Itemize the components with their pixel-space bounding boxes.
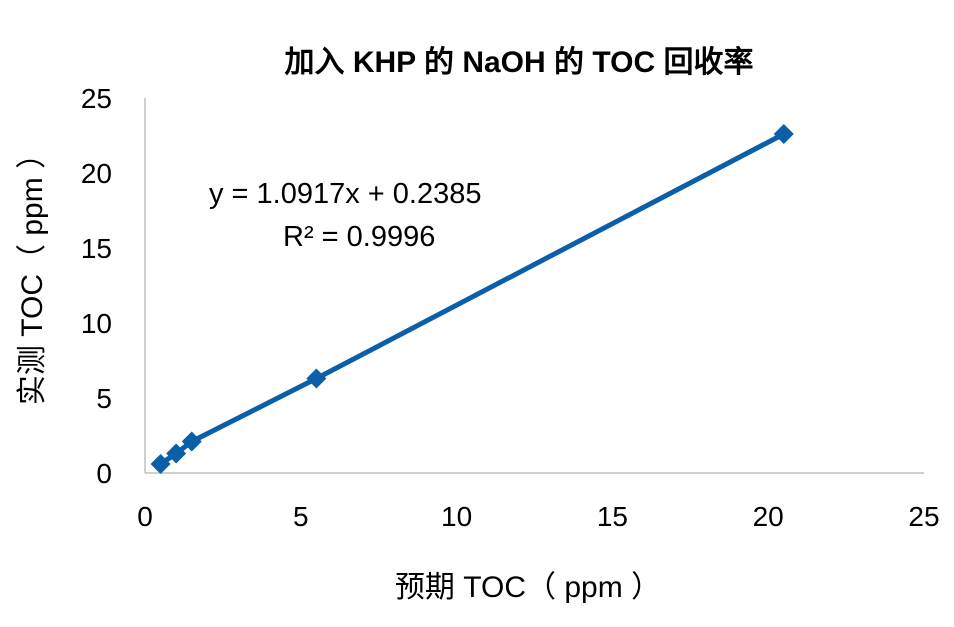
data-point-marker	[150, 454, 171, 474]
x-axis-ticks: 0 5 10 15 20 25	[137, 501, 939, 532]
x-tick-label: 25	[908, 501, 939, 532]
x-tick-label: 5	[293, 501, 309, 532]
y-tick-label: 10	[81, 308, 112, 339]
x-axis-title: 预期 TOC（ ppm ）	[395, 571, 661, 604]
x-tick-label: 0	[137, 501, 153, 532]
trendline-r-squared: R² = 0.9996	[283, 221, 435, 253]
data-point-marker	[166, 443, 187, 464]
trendline-equation: y = 1.0917x + 0.2385	[209, 178, 482, 210]
data-point-marker	[306, 368, 327, 389]
x-tick-label: 15	[597, 501, 628, 532]
data-point-marker	[773, 124, 794, 144]
y-axis-title: 实测 TOC（ ppm ）	[16, 139, 49, 405]
x-tick-label: 20	[753, 501, 784, 532]
y-tick-label: 20	[81, 158, 112, 189]
chart-title: 加入 KHP 的 NaOH 的 TOC 回收率	[285, 46, 754, 79]
x-tick-label: 10	[441, 501, 472, 532]
data-point-marker	[181, 431, 202, 452]
y-tick-label: 5	[96, 383, 112, 414]
y-tick-label: 25	[81, 83, 112, 114]
y-tick-label: 0	[96, 458, 112, 489]
series-layer	[150, 124, 794, 474]
y-axis-ticks: 0 5 10 15 20 25	[81, 83, 112, 489]
y-tick-label: 15	[81, 233, 112, 264]
